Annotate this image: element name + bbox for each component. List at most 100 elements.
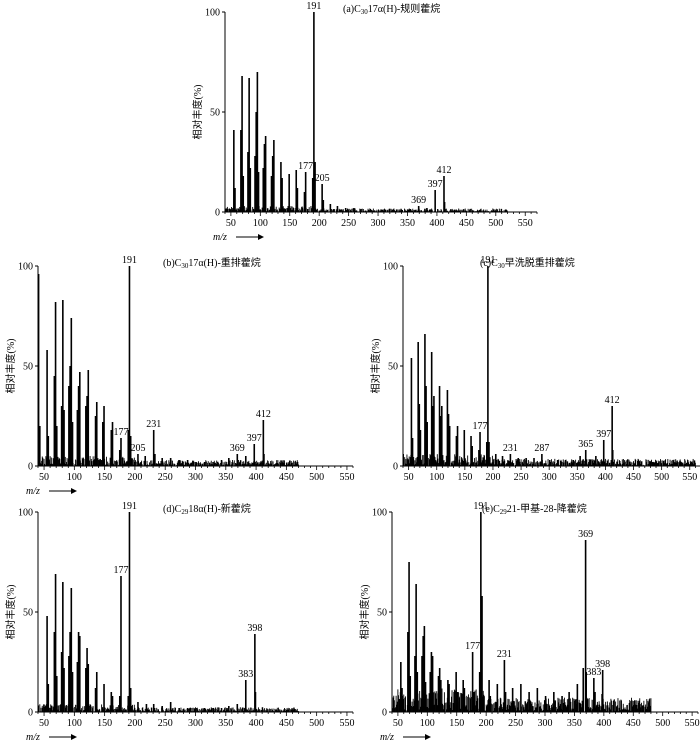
x-axis-label: m/z [26,486,40,497]
peak-label: 177 [298,161,313,172]
x-tick-label: 500 [654,472,669,483]
peak-label: 231 [497,649,512,660]
x-tick-label: 300 [188,472,203,483]
x-tick-label: 400 [249,472,264,483]
x-tick-label: 100 [67,472,82,483]
panel-title: (d)C2918α(H)-新藿烷 [163,502,251,516]
y-axis-label: 相对丰度(%) [358,585,371,640]
y-tick-label: 100 [18,262,33,273]
x-tick-label: 400 [598,472,613,483]
y-tick-label: 50 [23,608,33,619]
title-subscript: 29 [181,508,189,516]
peak-label: 398 [247,623,262,634]
y-tick-label: 0 [215,208,220,219]
peak-label: 287 [534,443,549,454]
y-tick-label: 100 [205,8,220,19]
x-tick-label: 400 [429,218,444,229]
peak-label: 383 [238,669,253,680]
x-axis-label: m/z [380,732,394,743]
y-tick-label: 0 [28,708,33,719]
peak-label: 205 [315,173,330,184]
x-tick-label: 450 [279,718,294,729]
x-tick-label: 350 [567,718,582,729]
x-tick-label: 150 [97,472,112,483]
y-tick-label: 50 [377,608,387,619]
x-tick-label: 300 [371,218,386,229]
title-text: (d)C [163,504,182,515]
peak-label: 412 [436,165,451,176]
spectrum-panel-e: 0 50 100 50 100 150 200 250 300 350 400 450 500 550 19… [358,501,700,743]
peak-label: 369 [230,443,245,454]
x-tick-label: 150 [449,718,464,729]
title-text: (a)C [343,4,361,15]
peak-label: 191 [480,255,495,266]
panel-title: (b)C3017α(H)-重排藿烷 [163,256,261,270]
x-tick-label: 400 [596,718,611,729]
x-tick-label: 350 [218,718,233,729]
y-tick-label: 50 [210,108,220,119]
x-tick-label: 200 [127,718,142,729]
title-text: 17α(H)-重排藿烷 [188,256,260,269]
peak-label: 177 [465,641,480,652]
x-tick-label: 250 [158,718,173,729]
x-tick-label: 300 [538,718,553,729]
x-tick-label: 550 [339,718,354,729]
x-tick-label: 350 [218,472,233,483]
y-tick-label: 0 [382,708,387,719]
title-subscript: 30 [181,262,189,270]
title-text: 17α(H)-规则藿烷 [368,2,440,15]
x-tick-label: 150 [97,718,112,729]
title-text: (c)C [480,258,498,269]
peak-label: 191 [122,501,137,512]
x-tick-label: 550 [685,718,700,729]
y-tick-label: 0 [393,462,398,473]
y-tick-label: 100 [18,508,33,519]
peak-label: 397 [247,433,262,444]
spectrum-panel-b: 0 50 100 50 100 150 200 250 300 350 400 450 500 550 19… [4,255,354,497]
peak-label: 231 [146,419,161,430]
x-tick-label: 50 [226,218,236,229]
x-tick-label: 550 [518,218,533,229]
x-tick-label: 250 [158,472,173,483]
panel-title: (c)C30早洗脱重排藿烷 [480,256,575,270]
x-tick-label: 200 [485,472,500,483]
peak-label: 369 [411,195,426,206]
x-tick-label: 300 [542,472,557,483]
x-tick-label: 550 [339,472,354,483]
title-subscript: 30 [498,262,506,270]
peak-label: 231 [503,443,518,454]
panel-title: (a)C3017α(H)-规则藿烷 [343,2,440,16]
x-tick-label: 100 [420,718,435,729]
title-subscript: 30 [361,8,369,16]
peak-label: 191 [122,255,137,266]
x-tick-label: 450 [626,472,641,483]
peak-label: 369 [578,529,593,540]
y-tick-label: 50 [388,362,398,373]
y-tick-label: 50 [23,362,33,373]
x-tick-label: 50 [404,472,414,483]
peak-label: 205 [130,443,145,454]
x-tick-label: 500 [488,218,503,229]
x-tick-label: 100 [429,472,444,483]
peak-label: 191 [306,1,321,12]
title-subscript: 29 [500,508,508,516]
x-tick-label: 500 [655,718,670,729]
x-tick-label: 250 [514,472,529,483]
x-tick-label: 50 [393,718,403,729]
peak-label: 383 [586,667,601,678]
y-tick-label: 100 [372,508,387,519]
peak-label: 398 [595,659,610,670]
title-text: 18α(H)-新藿烷 [188,502,250,515]
x-tick-label: 400 [249,718,264,729]
title-text: (b)C [163,258,182,269]
peak-label: 397 [428,179,443,190]
title-text: (e)C [482,504,500,515]
peak-label: 177 [473,421,488,432]
spectrum-panel-c: 0 50 100 50 100 150 200 250 300 350 400 450 500 550 19… [369,255,700,483]
x-tick-label: 200 [312,218,327,229]
x-tick-label: 50 [39,718,49,729]
x-tick-label: 50 [39,472,49,483]
title-text: 21-甲基-28-降藿烷 [507,502,587,515]
peak-label: 191 [473,501,488,512]
